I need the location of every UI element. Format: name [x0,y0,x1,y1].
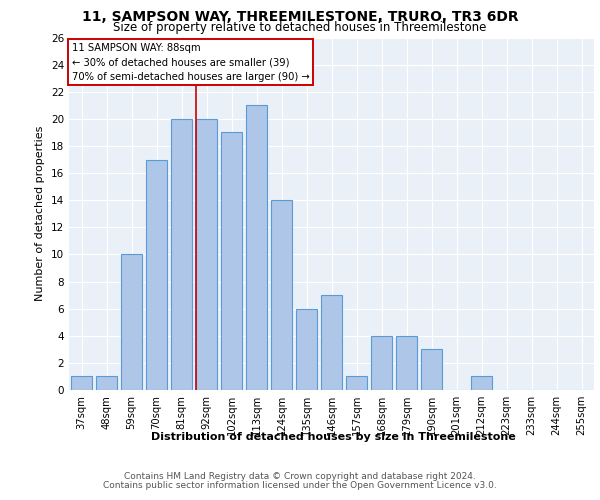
Bar [296,308,317,390]
Bar [221,132,242,390]
Text: Distribution of detached houses by size in Threemilestone: Distribution of detached houses by size … [151,432,515,442]
Bar [171,119,192,390]
Text: Contains public sector information licensed under the Open Government Licence v3: Contains public sector information licen… [103,481,497,490]
Bar [196,119,217,390]
Bar [71,376,92,390]
Bar [396,336,417,390]
Bar [96,376,117,390]
Bar [271,200,292,390]
Text: 11, SAMPSON WAY, THREEMILESTONE, TRURO, TR3 6DR: 11, SAMPSON WAY, THREEMILESTONE, TRURO, … [82,10,518,24]
Bar [471,376,492,390]
Text: Size of property relative to detached houses in Threemilestone: Size of property relative to detached ho… [113,22,487,35]
Y-axis label: Number of detached properties: Number of detached properties [35,126,46,302]
Bar [146,160,167,390]
Text: 11 SAMPSON WAY: 88sqm
← 30% of detached houses are smaller (39)
70% of semi-deta: 11 SAMPSON WAY: 88sqm ← 30% of detached … [71,43,310,82]
Bar [121,254,142,390]
Text: Contains HM Land Registry data © Crown copyright and database right 2024.: Contains HM Land Registry data © Crown c… [124,472,476,481]
Bar [321,295,342,390]
Bar [371,336,392,390]
Bar [246,106,267,390]
Bar [346,376,367,390]
Bar [421,350,442,390]
